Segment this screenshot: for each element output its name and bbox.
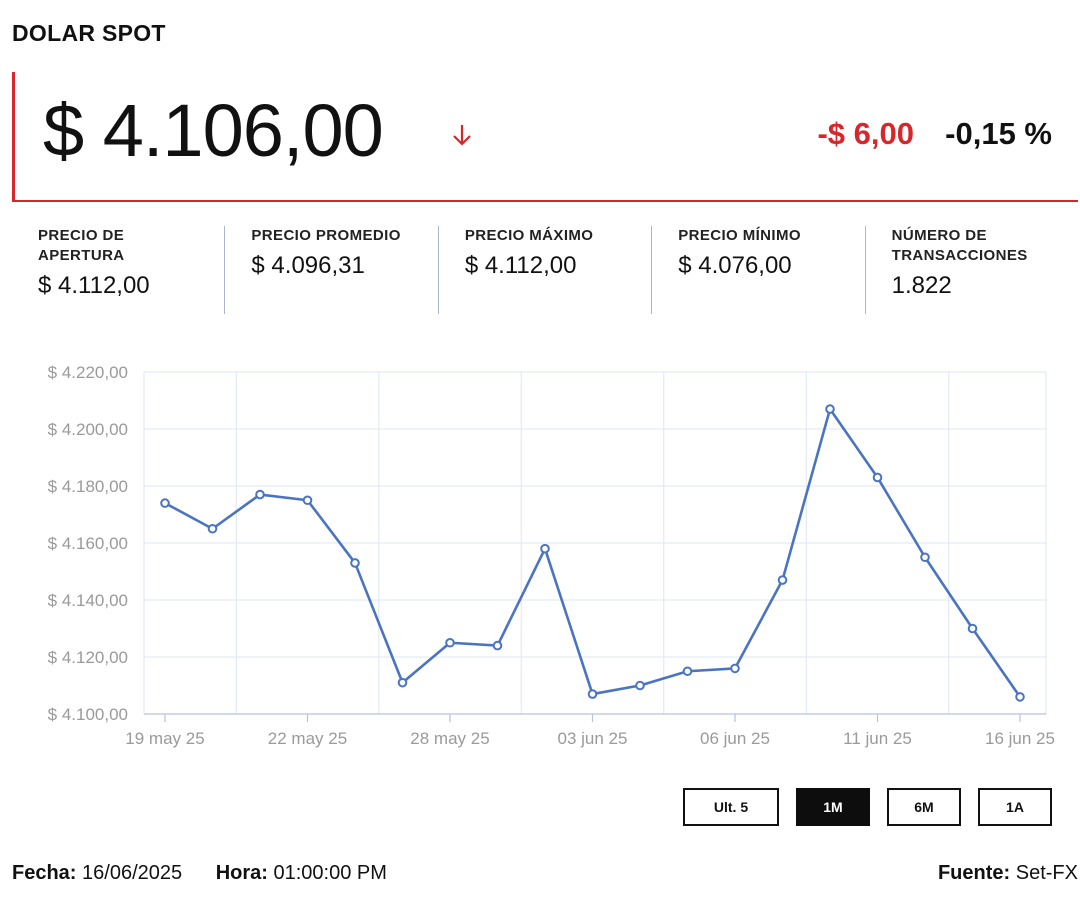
footer-meta: Fecha: 16/06/2025 Hora: 01:00:00 PM (12, 862, 1068, 885)
data-point (730, 663, 740, 674)
data-point (777, 575, 788, 585)
price-line-chart: $ 4.100,00 $ 4.120,00 $ 4.140,00 $ 4.160,00… (48, 363, 1055, 748)
data-point (207, 523, 218, 534)
data-point (255, 489, 265, 500)
y-tick-label: $ 4.120,00 (48, 648, 128, 667)
time-label: Hora: (215, 862, 268, 884)
range-selector: Ult. 5 1M 6M 1A (683, 788, 1052, 826)
x-tick-label: 11 jun 25 (843, 729, 912, 748)
stat-opening-price: PRECIO DE APERTURA $ 4.112,00 (12, 226, 226, 314)
data-point (920, 552, 930, 563)
data-point (587, 689, 598, 699)
data-point (872, 472, 883, 483)
stat-max-price: PRECIO MÁXIMO $ 4.112,00 (439, 226, 653, 314)
x-tick-label: 16 jun 25 (985, 729, 1055, 748)
footer-time: Hora: 01:00:00 PM (216, 862, 387, 884)
date-label: Fecha: (12, 862, 77, 884)
source-value: Set-FX (1015, 862, 1078, 884)
data-point (1015, 692, 1025, 702)
y-tick-label: $ 4.220,00 (48, 363, 128, 382)
stat-label: PRECIO MÍNIMO (678, 227, 801, 244)
stat-value: $ 4.076,00 (678, 252, 792, 279)
range-button-1m[interactable]: 1M (796, 788, 870, 826)
change-percent: -0,15 % (945, 116, 1052, 151)
x-tick-label: 03 jun 25 (558, 729, 628, 748)
y-tick-label: $ 4.100,00 (48, 705, 128, 724)
footer: Fecha: 16/06/2025 Hora: 01:00:00 PM Fuen… (12, 862, 1078, 885)
data-point (682, 666, 693, 677)
data-point (397, 677, 408, 688)
data-point (350, 558, 360, 568)
stat-average-price: PRECIO PROMEDIO $ 4.096,31 (225, 226, 439, 314)
data-point (967, 623, 978, 634)
x-tick-label: 06 jun 25 (700, 729, 770, 748)
stat-value: $ 4.112,00 (464, 252, 577, 279)
range-button-1a[interactable]: 1A (978, 788, 1052, 826)
page-title: DOLAR SPOT (12, 20, 166, 46)
stat-value: 1.822 (891, 272, 952, 299)
source-label: Fuente: (937, 862, 1011, 884)
time-value: 01:00:00 PM (273, 862, 387, 884)
range-button-last-5[interactable]: Ult. 5 (683, 788, 779, 826)
data-point (635, 680, 645, 691)
arrow-down-icon (453, 125, 471, 146)
range-button-6m[interactable]: 6M (887, 788, 961, 826)
stat-label: PRECIO DE APERTURA (38, 227, 125, 264)
price-panel: $ 4.106,00 -$ 6,00 -0,15 % (12, 72, 1078, 202)
footer-date: Fecha: 16/06/2025 (12, 862, 182, 884)
current-price: $ 4.106,00 (43, 89, 384, 172)
y-tick-label: $ 4.140,00 (48, 591, 128, 610)
stat-value: $ 4.112,00 (38, 272, 150, 299)
y-tick-label: $ 4.180,00 (48, 477, 128, 496)
change-absolute: -$ 6,00 (817, 116, 914, 151)
data-point (825, 404, 835, 414)
stats-row: PRECIO DE APERTURA $ 4.112,00 PRECIO PRO… (12, 226, 1078, 314)
stat-label: PRECIO MÁXIMO (464, 227, 594, 244)
footer-source: Fuente: Set-FX (938, 862, 1078, 885)
data-point (540, 543, 550, 554)
x-tick-label: 19 may 25 (125, 729, 204, 748)
date-value: 16/06/2025 (82, 862, 183, 884)
data-point (492, 640, 503, 651)
series-line (164, 407, 1022, 698)
x-tick-label: 28 may 25 (410, 729, 489, 748)
data-point (445, 637, 455, 648)
y-tick-label: $ 4.200,00 (48, 420, 128, 439)
stat-label: PRECIO PROMEDIO (251, 227, 401, 244)
stat-min-price: PRECIO MÍNIMO $ 4.076,00 (652, 226, 866, 314)
data-point (302, 495, 313, 506)
data-point (160, 498, 170, 508)
stat-value: $ 4.096,31 (251, 252, 365, 279)
stat-transactions: NÚMERO DE TRANSACCIONES 1.822 (866, 226, 1078, 314)
y-tick-label: $ 4.160,00 (48, 534, 128, 553)
x-tick-label: 22 may 25 (268, 729, 347, 748)
stat-label: NÚMERO DE TRANSACCIONES (891, 227, 1028, 264)
